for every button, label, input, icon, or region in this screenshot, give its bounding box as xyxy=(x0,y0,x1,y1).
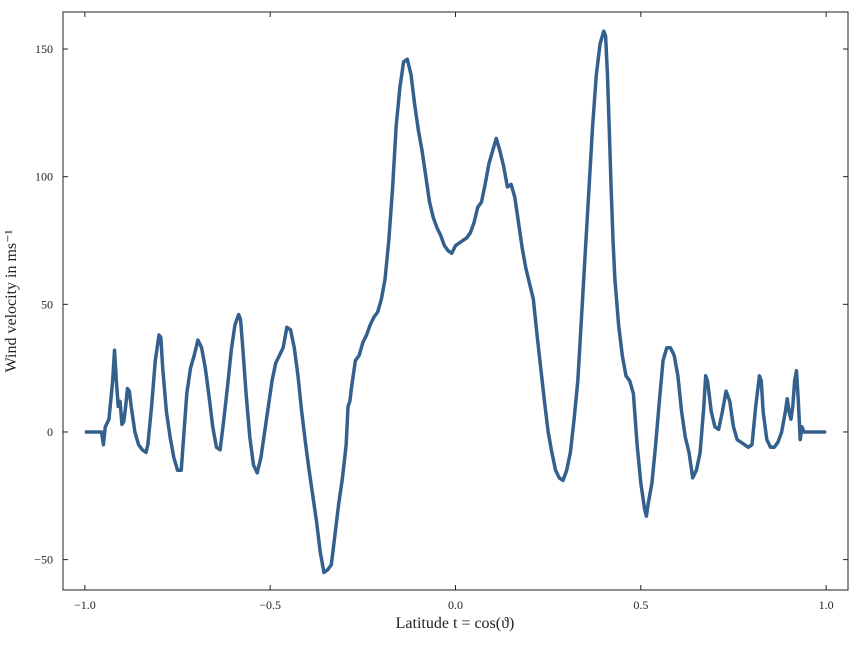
plot-frame xyxy=(62,11,849,591)
y-tick-label: 50 xyxy=(41,297,53,311)
y-axis-label: Wind velocity in ms⁻¹ xyxy=(3,229,20,372)
data-line xyxy=(84,29,827,575)
y-tick-label: 0 xyxy=(47,425,53,439)
x-tick-label: −1.0 xyxy=(74,598,96,612)
x-axis-label: Latitude t = cos(ϑ) xyxy=(396,615,515,632)
x-tick-label: 1.0 xyxy=(819,598,834,612)
x-tick-label: −0.5 xyxy=(259,598,281,612)
x-tick-label: 0.0 xyxy=(448,598,463,612)
y-tick-label: 150 xyxy=(35,42,53,56)
y-tick-label: 100 xyxy=(35,170,53,184)
x-tick-label: 0.5 xyxy=(633,598,648,612)
y-tick-label: −50 xyxy=(34,553,53,567)
